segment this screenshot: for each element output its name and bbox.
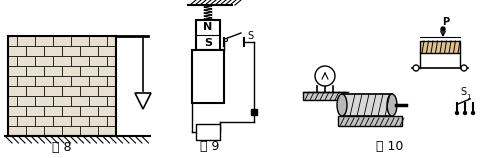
Bar	[44, 126, 62, 136]
Bar	[80, 126, 98, 136]
Bar	[8, 36, 116, 136]
Circle shape	[461, 65, 467, 71]
Bar	[338, 116, 402, 126]
Bar	[8, 126, 26, 136]
Bar	[8, 116, 17, 126]
Bar	[35, 96, 53, 106]
Bar	[196, 20, 220, 50]
Bar	[53, 96, 71, 106]
Bar	[8, 86, 26, 96]
Bar	[71, 36, 89, 46]
Bar	[53, 116, 71, 126]
Text: P: P	[442, 17, 449, 27]
Bar	[107, 116, 116, 126]
Bar	[89, 116, 107, 126]
Bar	[53, 76, 71, 86]
Bar	[342, 94, 392, 116]
Bar	[44, 106, 62, 116]
Bar	[8, 96, 17, 106]
Circle shape	[464, 112, 466, 115]
Bar	[35, 116, 53, 126]
Bar	[80, 106, 98, 116]
Bar	[98, 46, 116, 56]
Bar	[80, 86, 98, 96]
Bar	[98, 126, 116, 136]
Bar	[192, 50, 224, 103]
Bar	[26, 46, 44, 56]
Bar	[89, 56, 107, 66]
Bar	[8, 56, 17, 66]
Bar	[35, 56, 53, 66]
Bar	[35, 76, 53, 86]
Bar	[53, 36, 71, 46]
Circle shape	[315, 66, 335, 86]
Bar	[8, 66, 26, 76]
Bar	[107, 76, 116, 86]
Bar	[17, 56, 35, 66]
Bar	[71, 56, 89, 66]
Bar	[17, 96, 35, 106]
Bar	[62, 126, 80, 136]
Text: S: S	[247, 31, 253, 41]
Bar	[98, 86, 116, 96]
Bar	[44, 66, 62, 76]
Bar	[26, 66, 44, 76]
Bar	[80, 46, 98, 56]
Bar	[420, 41, 460, 53]
Bar	[44, 86, 62, 96]
Text: 1: 1	[466, 94, 470, 100]
Bar	[8, 36, 17, 46]
Circle shape	[456, 112, 459, 115]
Bar	[44, 46, 62, 56]
Text: 图 9: 图 9	[200, 140, 220, 153]
Text: 图 8: 图 8	[52, 141, 72, 154]
Bar	[107, 36, 116, 46]
Bar	[98, 66, 116, 76]
Bar	[8, 46, 26, 56]
Bar	[62, 86, 80, 96]
Bar	[26, 106, 44, 116]
Bar	[17, 36, 35, 46]
Polygon shape	[135, 93, 151, 109]
Ellipse shape	[387, 94, 397, 116]
Text: N: N	[203, 22, 213, 33]
Bar	[98, 106, 116, 116]
Bar	[71, 76, 89, 86]
Circle shape	[441, 27, 445, 31]
Bar	[17, 76, 35, 86]
Circle shape	[413, 65, 419, 71]
Bar	[196, 124, 220, 140]
Circle shape	[224, 39, 227, 42]
Bar	[8, 106, 26, 116]
Circle shape	[471, 112, 474, 115]
Text: S: S	[204, 37, 212, 48]
Bar	[71, 96, 89, 106]
Text: 图 10: 图 10	[376, 140, 404, 153]
Bar	[107, 56, 116, 66]
Bar	[17, 116, 35, 126]
Bar	[89, 36, 107, 46]
Bar	[89, 96, 107, 106]
Bar	[107, 96, 116, 106]
Bar	[80, 66, 98, 76]
Bar	[8, 76, 17, 86]
Bar	[62, 106, 80, 116]
Bar	[62, 46, 80, 56]
Bar	[35, 36, 53, 46]
Bar	[303, 92, 347, 100]
Bar	[89, 76, 107, 86]
Ellipse shape	[337, 94, 347, 116]
Bar	[71, 116, 89, 126]
Bar	[26, 126, 44, 136]
Bar	[26, 86, 44, 96]
Bar	[53, 56, 71, 66]
Text: S: S	[460, 87, 466, 97]
Bar	[62, 66, 80, 76]
